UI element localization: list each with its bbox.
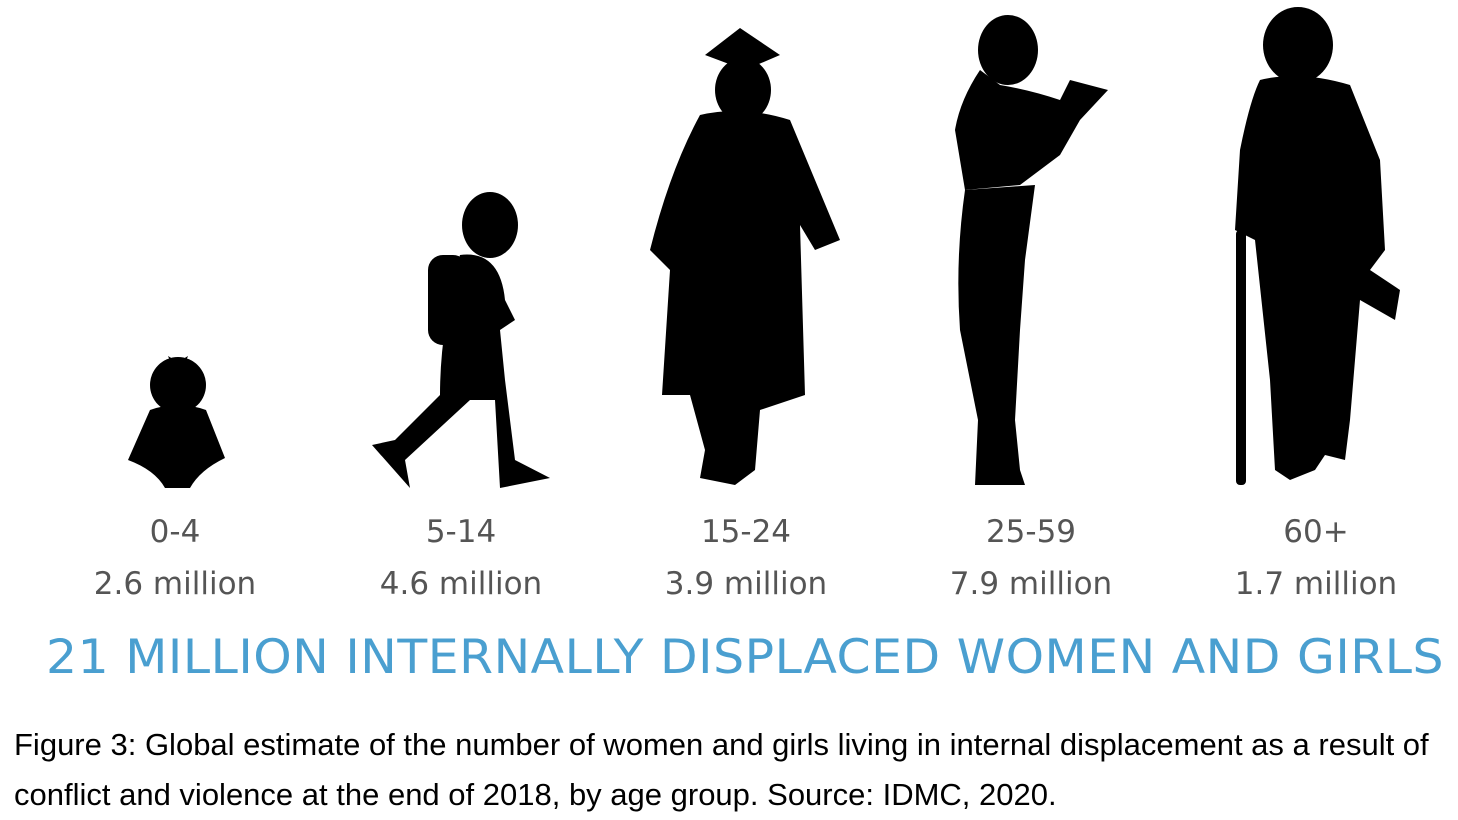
age-label: 5-14 [426,514,496,550]
baby-silhouette [128,356,225,488]
silhouettes [128,7,1400,488]
age-label: 15-24 [701,514,791,550]
graduate-silhouette [650,28,840,485]
infographic: 0-4 2.6 million 5-14 4.6 million 15-24 3… [46,7,1444,685]
value-label: 2.6 million [94,566,256,602]
figure-caption: Figure 3: Global estimate of the number … [14,727,1429,812]
headline: 21 MILLION INTERNALLY DISPLACED WOMEN AN… [46,630,1444,685]
elder-silhouette [1235,7,1400,485]
value-label: 7.9 million [950,566,1112,602]
woman-silhouette [955,15,1108,485]
age-groups: 0-4 2.6 million 5-14 4.6 million 15-24 3… [94,514,1397,602]
value-label: 1.7 million [1235,566,1397,602]
value-label: 4.6 million [380,566,542,602]
age-label: 25-59 [986,514,1076,550]
child-silhouette [372,192,550,488]
value-label: 3.9 million [665,566,827,602]
age-label: 0-4 [150,514,201,550]
age-label: 60+ [1283,514,1348,550]
